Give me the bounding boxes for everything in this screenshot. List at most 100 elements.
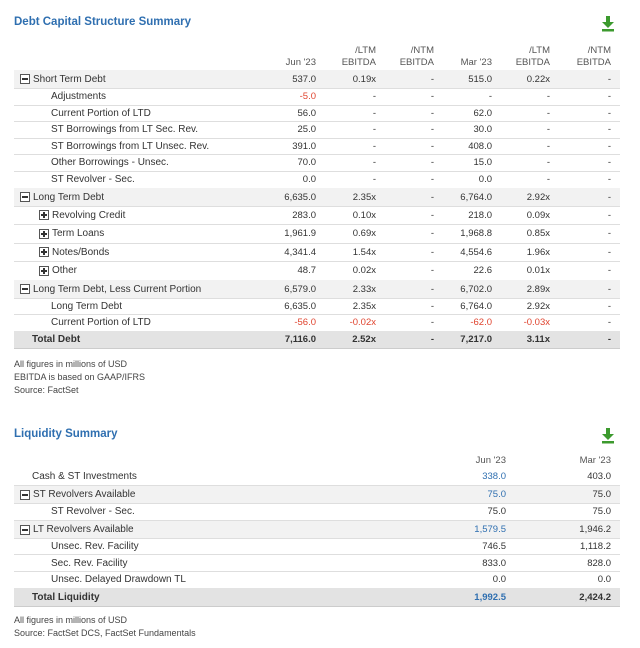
- table-row[interactable]: Notes/Bonds 4,341.4 1.54x - 4,554.6 1.96x -: [14, 243, 620, 262]
- table-cell: 0.10x: [352, 209, 376, 221]
- expand-icon[interactable]: [39, 228, 49, 239]
- table-row[interactable]: Long Term Debt, Less Current Portion 6,57…: [14, 280, 620, 299]
- table-cell: 1,118.2: [580, 540, 611, 552]
- table-cell: 6,702.0: [460, 283, 492, 295]
- table-cell: -56.0: [294, 317, 316, 328]
- row-label: Adjustments: [51, 88, 106, 105]
- expand-icon[interactable]: [39, 247, 49, 257]
- table-cell: 403.0: [587, 471, 611, 482]
- table-cell: 6,764.0: [460, 191, 492, 203]
- table-cell: 1.96x: [526, 246, 550, 258]
- table-cell: -: [607, 91, 611, 102]
- table-cell: 2.89x: [526, 283, 550, 295]
- collapse-icon[interactable]: [20, 74, 30, 84]
- table-cell: 6,635.0: [284, 191, 316, 203]
- table-cell: 1.54x: [352, 246, 376, 258]
- table-cell: 391.0: [292, 140, 316, 152]
- table-cell: -: [372, 140, 376, 152]
- table-row: Total Liquidity 1,992.5 2,424.2: [14, 588, 620, 607]
- table-row: Other Borrowings - Unsec. 70.0 - - 15.0 - -: [14, 154, 620, 172]
- table-cell: 1,968.8: [460, 228, 492, 239]
- table-cell: 218.0: [468, 209, 492, 221]
- table-cell: -: [430, 228, 434, 239]
- table-row: Current Portion of LTD -56.0 -0.02x - -62.0 -…: [14, 314, 620, 332]
- table-cell: 0.85x: [526, 228, 550, 239]
- table-cell: -: [430, 91, 434, 102]
- row-label-text: Unsec. Rev. Facility: [51, 540, 139, 552]
- row-label-text: ST Revolver - Sec.: [51, 174, 135, 185]
- row-label: Other: [39, 261, 77, 280]
- expand-icon[interactable]: [39, 265, 49, 276]
- table-cell: 2.52x: [352, 334, 376, 345]
- collapse-icon[interactable]: [20, 192, 30, 202]
- table-cell: -0.03x: [523, 317, 550, 328]
- row-label: Other Borrowings - Unsec.: [51, 154, 169, 171]
- row-label: Current Portion of LTD: [51, 105, 151, 121]
- table-cell: 6,764.0: [460, 300, 492, 312]
- table-row[interactable]: Other 48.7 0.02x - 22.6 0.01x -: [14, 261, 620, 281]
- row-label-text: Current Portion of LTD: [51, 107, 151, 119]
- table-row[interactable]: Revolving Credit 283.0 0.10x - 218.0 0.09x -: [14, 206, 620, 225]
- row-label-text: Adjustments: [51, 91, 107, 102]
- table-cell: -: [372, 157, 376, 168]
- table-cell: 833.0: [482, 557, 506, 569]
- row-label-text: Other: [52, 265, 78, 276]
- table-cell: 6,579.0: [284, 283, 316, 295]
- table-cell: 2.92x: [526, 300, 550, 312]
- table-cell: -: [546, 140, 550, 152]
- table-cell: -: [430, 317, 434, 328]
- table-cell: 408.0: [468, 140, 492, 152]
- table-cell: -: [607, 317, 611, 328]
- row-label-text: Notes/Bonds: [52, 246, 110, 258]
- collapse-icon[interactable]: [20, 284, 30, 294]
- table-cell: -: [488, 91, 492, 102]
- table-row: Long Term Debt 6,635.0 2.35x - 6,764.0 2.92x -: [14, 298, 620, 315]
- download-icon[interactable]: [601, 428, 615, 444]
- table-cell: 2,424.2: [579, 591, 611, 603]
- table-cell: 22.6: [473, 265, 493, 276]
- table-cell: -: [430, 283, 434, 295]
- table-row[interactable]: Term Loans 1,961.9 0.69x - 1,968.8 0.85x -: [14, 224, 620, 244]
- table-cell: -: [607, 209, 611, 221]
- table-row[interactable]: Long Term Debt 6,635.0 2.35x - 6,764.0 2.92x -: [14, 188, 620, 207]
- table-cell: -: [430, 191, 434, 203]
- table-row[interactable]: LT Revolvers Available 1,579.5 1,946.2: [14, 521, 620, 539]
- table-row[interactable]: Short Term Debt 537.0 0.19x - 515.0 0.22x -: [14, 70, 620, 89]
- table-cell: 56.0: [297, 107, 317, 119]
- table-row: Cash & ST Investments 338.0 403.0: [14, 468, 620, 486]
- row-label-text: Unsec. Delayed Drawdown TL: [51, 574, 186, 585]
- note-line: All figures in millions of USD: [14, 615, 128, 625]
- table-row: Adjustments -5.0 - - - - -: [14, 88, 620, 106]
- table-cell: 0.0: [302, 174, 316, 185]
- download-icon[interactable]: [601, 16, 615, 32]
- row-label: Total Liquidity: [32, 588, 100, 606]
- note-line: Source: FactSet: [14, 385, 79, 395]
- row-label-text: Current Portion of LTD: [51, 317, 151, 328]
- row-label: Short Term Debt: [20, 70, 106, 88]
- table-cell: 0.19x: [352, 73, 376, 85]
- row-label: LT Revolvers Available: [20, 521, 134, 538]
- table-cell: 62.0: [473, 107, 493, 119]
- table-cell: 70.0: [297, 157, 317, 168]
- table-cell: -: [546, 157, 550, 168]
- row-label-text: Short Term Debt: [33, 73, 106, 85]
- row-label: Unsec. Delayed Drawdown TL: [51, 571, 186, 588]
- expand-icon[interactable]: [39, 210, 49, 220]
- table-cell: -: [372, 107, 376, 119]
- table-cell: -: [430, 107, 434, 119]
- row-label-text: Cash & ST Investments: [32, 471, 137, 482]
- row-label: ST Revolver - Sec.: [51, 171, 135, 188]
- table-cell: 0.09x: [526, 209, 550, 221]
- table-cell: 0.0: [597, 574, 611, 585]
- col-header-jun23: Jun '23: [475, 455, 506, 466]
- row-label: Long Term Debt: [51, 298, 122, 314]
- table-cell: -: [546, 107, 550, 119]
- row-label: Sec. Rev. Facility: [51, 555, 128, 571]
- collapse-icon[interactable]: [20, 524, 30, 535]
- row-label-text: ST Borrowings from LT Unsec. Rev.: [51, 140, 210, 152]
- table-cell: 4,341.4: [284, 246, 316, 258]
- table-cell: 1,961.9: [284, 228, 316, 239]
- table-row[interactable]: ST Revolvers Available 75.0 75.0: [14, 486, 620, 504]
- collapse-icon[interactable]: [20, 489, 30, 500]
- row-label-text: Term Loans: [52, 228, 105, 239]
